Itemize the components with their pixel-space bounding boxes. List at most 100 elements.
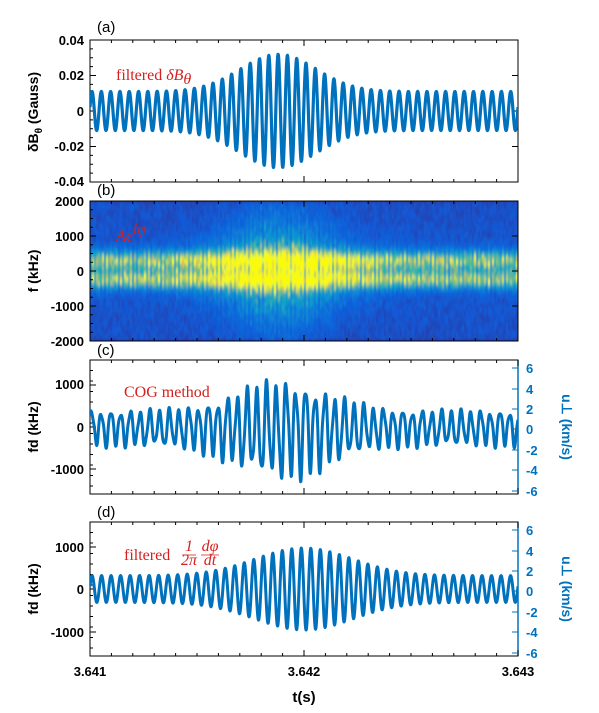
heatmap-cell: [202, 289, 205, 292]
heatmap-cell: [178, 255, 181, 258]
heatmap-cell: [114, 267, 117, 270]
heatmap-cell: [184, 239, 187, 242]
heatmap-cell: [122, 251, 125, 254]
heatmap-cell: [128, 243, 131, 246]
heatmap-cell: [110, 255, 113, 258]
heatmap-cell: [154, 263, 157, 266]
heatmap-cell: [118, 265, 121, 268]
heatmap-cell: [144, 219, 147, 222]
heatmap-cell: [160, 331, 163, 334]
heatmap-cell: [162, 203, 165, 206]
heatmap-cell: [94, 249, 97, 252]
heatmap-cell: [142, 333, 145, 336]
heatmap-cell: [184, 273, 187, 276]
heatmap-cell: [164, 297, 167, 300]
heatmap-cell: [114, 205, 117, 208]
heatmap-cell: [168, 219, 171, 222]
heatmap-cell: [142, 201, 145, 204]
heatmap-cell: [118, 269, 121, 272]
heatmap-cell: [136, 255, 139, 258]
heatmap-cell: [176, 297, 179, 300]
heatmap-cell: [190, 255, 193, 258]
heatmap-cell: [128, 257, 131, 260]
heatmap-cell: [194, 257, 197, 260]
heatmap-cell: [112, 211, 115, 214]
heatmap-cell: [188, 267, 191, 270]
heatmap-cell: [184, 209, 187, 212]
heatmap-cell: [128, 279, 131, 282]
heatmap-cell: [192, 237, 195, 240]
heatmap-cell: [134, 277, 137, 280]
heatmap-cell: [122, 317, 125, 320]
heatmap-cell: [174, 211, 177, 214]
heatmap-cell: [124, 303, 127, 306]
heatmap-cell: [136, 335, 139, 338]
heatmap-cell: [162, 217, 165, 220]
heatmap-cell: [104, 311, 107, 314]
heatmap-cell: [196, 273, 199, 276]
heatmap-cell: [198, 209, 201, 212]
heatmap-cell: [184, 287, 187, 290]
heatmap-cell: [134, 215, 137, 218]
heatmap-cell: [142, 251, 145, 254]
heatmap-cell: [150, 325, 153, 328]
heatmap-cell: [202, 209, 205, 212]
heatmap-cell: [126, 259, 129, 262]
heatmap-cell: [198, 327, 201, 330]
heatmap-cell: [190, 301, 193, 304]
heatmap-cell: [92, 237, 95, 240]
heatmap-cell: [196, 311, 199, 314]
heatmap-cell: [186, 339, 189, 341]
heatmap-cell: [208, 205, 211, 208]
heatmap-cell: [150, 285, 153, 288]
heatmap-cell: [118, 285, 121, 288]
heatmap-cell: [114, 213, 117, 216]
heatmap-cell: [164, 293, 167, 296]
heatmap-cell: [140, 203, 143, 206]
heatmap-cell: [130, 219, 133, 222]
heatmap-cell: [126, 315, 129, 318]
heatmap-cell: [138, 319, 141, 322]
heatmap-cell: [130, 237, 133, 240]
heatmap-cell: [196, 279, 199, 282]
heatmap-cell: [186, 259, 189, 262]
heatmap-cell: [98, 335, 101, 338]
heatmap-cell: [126, 261, 129, 264]
heatmap-cell: [154, 211, 157, 214]
heatmap-cell: [110, 333, 113, 336]
heatmap-cell: [130, 283, 133, 286]
heatmap-cell: [146, 215, 149, 218]
heatmap-cell: [200, 209, 203, 212]
heatmap-cell: [116, 331, 119, 334]
heatmap-cell: [144, 265, 147, 268]
heatmap-cell: [162, 303, 165, 306]
heatmap-cell: [138, 281, 141, 284]
heatmap-cell: [106, 225, 109, 228]
heatmap-cell: [192, 287, 195, 290]
heatmap-cell: [174, 255, 177, 258]
heatmap-cell: [98, 325, 101, 328]
heatmap-cell: [204, 277, 207, 280]
heatmap-cell: [150, 309, 153, 312]
heatmap-cell: [112, 301, 115, 304]
heatmap-cell: [136, 269, 139, 272]
heatmap-cell: [130, 255, 133, 258]
heatmap-cell: [100, 331, 103, 334]
heatmap-cell: [158, 227, 161, 230]
heatmap-cell: [138, 259, 141, 262]
heatmap-cell: [122, 231, 125, 234]
heatmap-cell: [206, 301, 209, 304]
heatmap-cell: [132, 231, 135, 234]
heatmap-cell: [184, 337, 187, 340]
heatmap-cell: [92, 339, 95, 341]
heatmap-cell: [168, 259, 171, 262]
heatmap-cell: [192, 235, 195, 238]
heatmap-cell: [128, 311, 131, 314]
heatmap-cell: [194, 307, 197, 310]
heatmap-cell: [90, 329, 93, 332]
heatmap-cell: [104, 253, 107, 256]
heatmap-cell: [122, 205, 125, 208]
heatmap-cell: [136, 273, 139, 276]
heatmap-cell: [108, 203, 111, 206]
heatmap-cell: [178, 263, 181, 266]
